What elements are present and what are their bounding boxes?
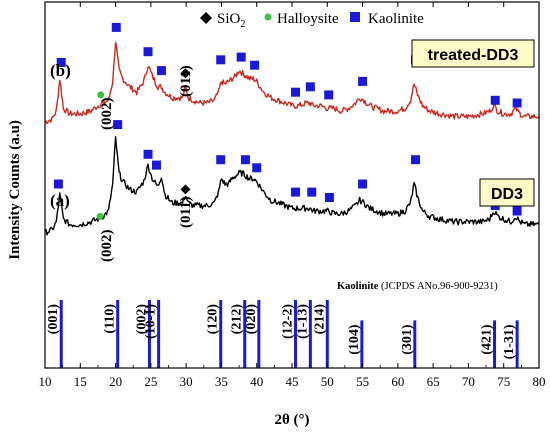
kaolinite-marker [143, 47, 153, 57]
reference-source: (JCPDS ANo.96-900-9231) [381, 281, 498, 292]
legend-label-kaolinite: Kaolinite [368, 11, 424, 27]
x-tick-label: 50 [321, 374, 334, 389]
x-tick-label: 45 [286, 374, 299, 389]
reference-title: Kaolinite [337, 281, 379, 292]
reference-hkl-label: (10-1) [144, 304, 159, 339]
x-tick-label: 40 [250, 374, 263, 389]
kaolinite-marker [152, 160, 162, 170]
x-tick-label: 35 [215, 374, 228, 389]
series-line-treated-dd3 [44, 41, 540, 125]
x-tick-label: 65 [427, 374, 440, 389]
reference-hkl-label: (120) [206, 304, 221, 335]
kaolinite-marker [143, 149, 153, 159]
reference-hkl-label: (12-2) [281, 304, 296, 339]
kaolinite-marker [291, 187, 301, 197]
x-tick-label: 15 [74, 374, 87, 389]
peak-labels: (002) (011) (002) (011) [99, 65, 194, 262]
peak-hkl-label: (002) [99, 98, 115, 131]
reference-hkl-label: (1-13) [295, 304, 310, 339]
kaolinite-marker [111, 22, 121, 32]
x-tick-label: 10 [39, 374, 52, 389]
sample-box-dd3: DD3 [479, 178, 535, 207]
peak-hkl-label: (002) [99, 230, 115, 263]
x-tick-label: 70 [462, 374, 475, 389]
kaolinite-marker [324, 193, 334, 202]
reference-hkl-label: (001) [46, 304, 61, 335]
kaolinite-marker [240, 155, 250, 165]
kaolinite-marker [53, 179, 63, 189]
panel-label-a: (a) [50, 191, 70, 210]
y-axis-label: Intensity Counts (a.u) [7, 120, 23, 260]
sio2-marker [180, 184, 191, 195]
reference-hkl-label: (020) [244, 304, 259, 335]
sample-box-treated-text: treated-DD3 [428, 47, 519, 64]
kaolinite-marker [324, 90, 334, 100]
kaolinite-marker [250, 60, 260, 70]
halloysite-marker [97, 91, 105, 99]
legend-square-icon [350, 12, 360, 22]
x-axis-ticks: 10 15 20 25 30 35 40 45 50 55 60 65 70 75 80 [39, 2, 546, 389]
x-tick-label: 60 [391, 374, 404, 389]
reference-hkl-label: (110) [103, 304, 118, 334]
reference-hkl-label: (212) [230, 304, 245, 335]
x-tick-label: 25 [144, 374, 157, 389]
kaolinite-marker [56, 58, 66, 67]
x-tick-label: 75 [497, 374, 510, 389]
reference-hkl-label: (104) [347, 324, 362, 355]
kaolinite-marker [156, 66, 166, 76]
kaolinite-marker [490, 95, 500, 105]
sample-box-treated: treated-DD3 [411, 39, 535, 68]
sample-box-dd3-text: DD3 [491, 186, 523, 203]
panel-label-b: (b) [50, 61, 71, 80]
data-series [44, 41, 540, 236]
reference-hkl-label: (1-31) [502, 324, 517, 359]
kaolinite-marker [411, 155, 420, 165]
series-line-dd3 [44, 136, 540, 236]
x-tick-label: 55 [356, 374, 369, 389]
legend-label-halloysite: Halloysite [277, 11, 339, 27]
kaolinite-marker [305, 82, 315, 92]
reference-hkl-label: (214) [312, 304, 327, 335]
legend-label-sio2: SiO2 [217, 11, 245, 30]
kaolinite-marker [512, 98, 522, 108]
sample-box-treated-bg [411, 39, 535, 68]
kaolinite-marker [216, 55, 226, 65]
kaolinite-marker [512, 206, 522, 216]
kaolinite-marker [252, 163, 262, 173]
sample-box-dd3-bg [479, 178, 535, 207]
kaolinite-marker [236, 52, 246, 62]
kaolinite-marker [358, 179, 368, 189]
x-tick-label: 30 [180, 374, 193, 389]
reference-hkl-label: (002) [134, 304, 149, 335]
x-axis-label: 2θ (°) [274, 412, 309, 428]
peak-hkl-label: (011) [178, 196, 194, 228]
reference-lines: (001) (110) (002)(10-1) (120) (212) (020) (12-… [46, 300, 519, 368]
sio2-marker [180, 68, 191, 79]
kaolinite-marker [291, 87, 301, 97]
kaolinite-marker [358, 76, 368, 86]
legend: SiO2 Halloysite Kaolinite [200, 11, 424, 30]
legend-diamond-icon [200, 12, 212, 24]
peak-hkl-label: (011) [178, 65, 194, 97]
x-tick-label: 20 [109, 374, 122, 389]
reference-caption: Kaolinite (JCPDS ANo.96-900-9231) [337, 281, 498, 292]
kaolinite-marker [113, 120, 123, 130]
reference-hkl-label: (301) [400, 324, 415, 355]
reference-hkl-label: (421) [480, 324, 495, 355]
legend-circle-icon [264, 13, 272, 21]
halloysite-marker [96, 212, 104, 220]
x-tick-label: 80 [533, 374, 546, 389]
kaolinite-marker [307, 187, 317, 197]
kaolinite-marker [216, 155, 226, 165]
